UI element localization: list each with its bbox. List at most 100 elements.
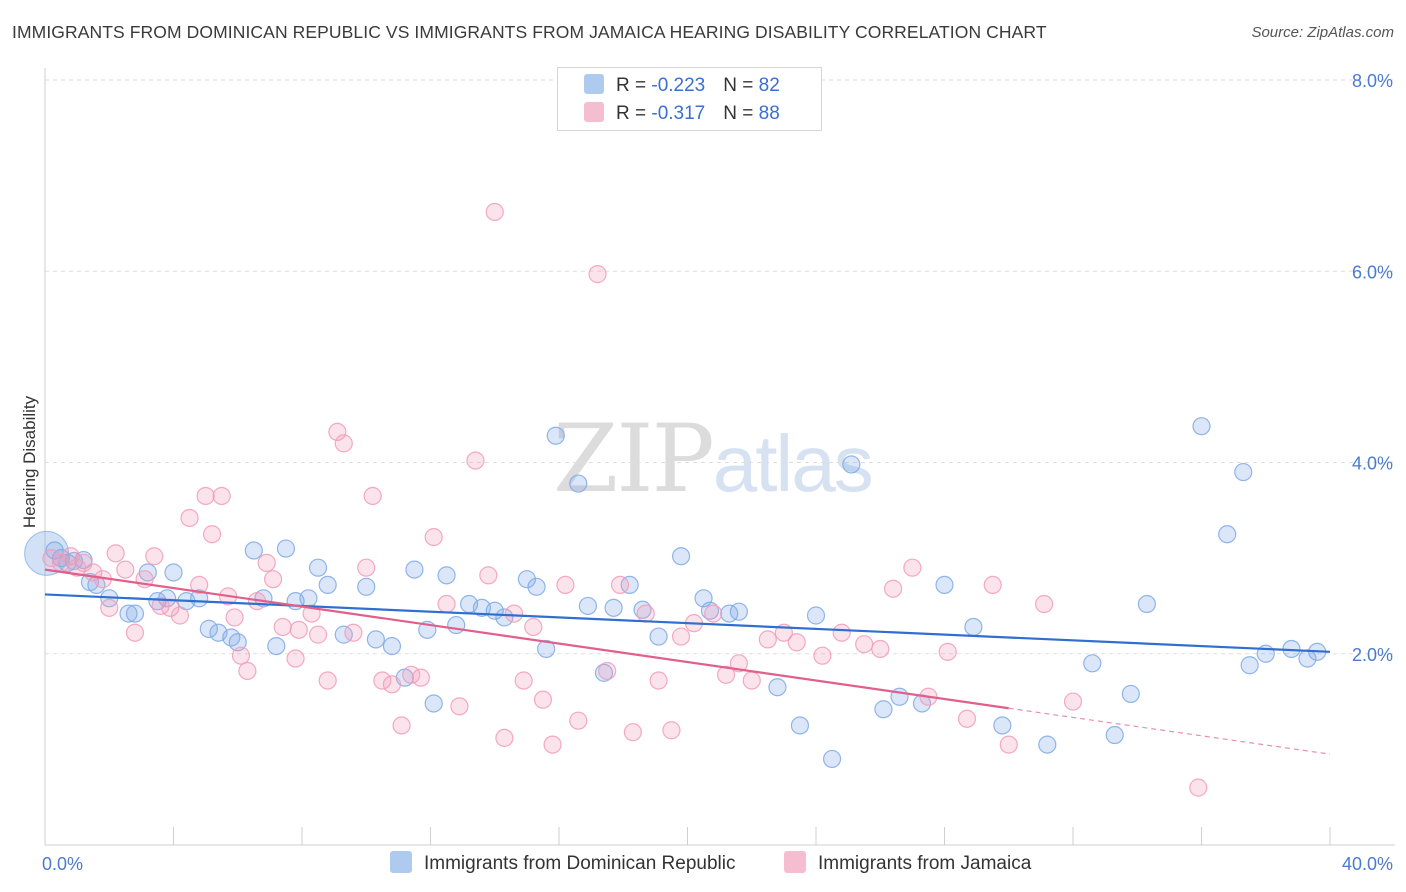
data-point-jamaica — [588, 265, 607, 284]
data-point-jamaica — [871, 639, 890, 659]
data-point-jamaica — [1189, 778, 1208, 797]
series-jamaica-points — [42, 202, 1208, 797]
data-point-jamaica — [437, 594, 456, 614]
data-point-jamaica — [485, 202, 504, 222]
data-point-jamaica — [257, 553, 276, 573]
data-point-dominican — [424, 694, 443, 713]
data-point-dominican — [620, 575, 639, 595]
trend-line-dominican — [44, 593, 1331, 653]
data-point-jamaica — [938, 642, 957, 661]
data-point-jamaica — [180, 508, 199, 528]
data-point-jamaica — [424, 527, 443, 547]
data-point-jamaica — [74, 553, 93, 573]
legend-n-value: 82 — [758, 75, 780, 96]
data-point-jamaica — [225, 608, 244, 627]
data-point-jamaica — [479, 566, 498, 585]
data-point-jamaica — [125, 623, 145, 642]
data-point-jamaica — [598, 661, 617, 681]
data-point-dominican — [299, 589, 318, 608]
x-tick-label: 40.0% — [1342, 854, 1393, 874]
data-point-dominican — [1137, 594, 1156, 614]
data-point-dominican — [357, 577, 376, 596]
data-point-dominican — [790, 716, 810, 735]
series-dominican-points — [24, 417, 1327, 769]
data-point-jamaica — [999, 735, 1018, 754]
data-point-jamaica — [392, 716, 411, 735]
y-tick-label: 8.0% — [1352, 71, 1393, 91]
data-point-jamaica — [671, 627, 691, 646]
data-point-dominican — [1218, 525, 1237, 544]
data-point-jamaica — [813, 646, 832, 665]
data-point-jamaica — [100, 598, 119, 617]
data-point-dominican — [649, 627, 668, 646]
data-point-jamaica — [289, 620, 308, 639]
data-point-dominican — [874, 700, 893, 719]
data-point-jamaica — [729, 654, 749, 673]
y-tick-label: 2.0% — [1352, 645, 1393, 665]
data-point-jamaica — [318, 671, 337, 690]
data-point-jamaica — [466, 451, 485, 470]
data-point-jamaica — [524, 617, 543, 637]
data-point-jamaica — [363, 486, 382, 506]
trend-line-jamaica-extension — [1008, 707, 1331, 755]
data-point-dominican — [244, 541, 263, 560]
data-point-jamaica — [273, 617, 292, 637]
data-point-jamaica — [556, 575, 575, 595]
bottom-legend-jamaica: Immigrants from Jamaica — [784, 851, 1031, 877]
data-point-dominican — [119, 604, 138, 623]
data-point-dominican — [495, 608, 514, 627]
data-point-dominican — [366, 630, 385, 649]
y-axis-label: Hearing Disability — [20, 395, 39, 528]
data-point-dominican — [604, 598, 623, 617]
data-point-jamaica — [649, 671, 668, 690]
bottom-legend-label-dominican: Immigrants from Dominican Republic — [424, 853, 736, 874]
data-point-jamaica — [263, 570, 283, 589]
data-point-dominican — [267, 636, 286, 656]
data-point-jamaica — [373, 671, 392, 690]
data-point-dominican — [1121, 684, 1140, 704]
data-point-jamaica — [832, 623, 851, 642]
y-tick-label: 4.0% — [1352, 454, 1393, 474]
bottom-legend-label-jamaica: Immigrants from Jamaica — [818, 853, 1032, 874]
data-point-jamaica — [883, 579, 903, 598]
legend-n-value: 88 — [758, 103, 780, 124]
data-point-jamaica — [202, 525, 222, 544]
data-point-dominican — [527, 577, 546, 596]
data-point-jamaica — [662, 721, 681, 740]
data-point-dominican — [447, 615, 466, 635]
data-point-jamaica — [623, 723, 642, 742]
data-point-jamaica — [610, 575, 630, 595]
legend-r-value: -0.223 — [651, 75, 706, 96]
axes — [44, 68, 1395, 846]
watermark-atlas: atlas — [712, 419, 874, 508]
data-point-jamaica — [231, 646, 251, 665]
data-point-jamaica — [382, 675, 402, 694]
gridlines — [45, 79, 1395, 655]
chart-title: IMMIGRANTS FROM DOMINICAN REPUBLIC VS IM… — [12, 22, 1047, 42]
correlation-legend: R = -0.223 N = 82 R = -0.317 N = 88 — [557, 67, 822, 131]
data-point-jamaica — [514, 671, 533, 690]
data-point-jamaica — [357, 558, 376, 577]
data-point-jamaica — [1034, 594, 1054, 614]
data-point-dominican — [993, 716, 1012, 735]
data-point-dominican — [164, 563, 183, 582]
data-point-dominican — [318, 575, 337, 595]
data-point-jamaica — [106, 544, 125, 563]
data-point-dominican — [729, 602, 749, 621]
legend-n-label: N = — [723, 103, 759, 124]
data-point-dominican — [517, 570, 536, 589]
x-tick-label: 0.0% — [42, 854, 83, 874]
data-point-dominican — [578, 596, 598, 616]
watermark-zip: ZIP — [553, 405, 715, 514]
bottom-legend-swatch-dominican — [390, 851, 412, 873]
data-point-jamaica — [495, 728, 514, 748]
data-point-dominican — [671, 547, 691, 566]
data-point-jamaica — [903, 558, 922, 577]
data-point-jamaica — [855, 635, 874, 654]
trend-line-jamaica — [44, 568, 1009, 710]
data-point-dominican — [700, 601, 720, 620]
data-point-jamaica — [42, 549, 61, 568]
legend-r-label: R = — [616, 75, 652, 96]
data-point-jamaica — [328, 422, 347, 441]
